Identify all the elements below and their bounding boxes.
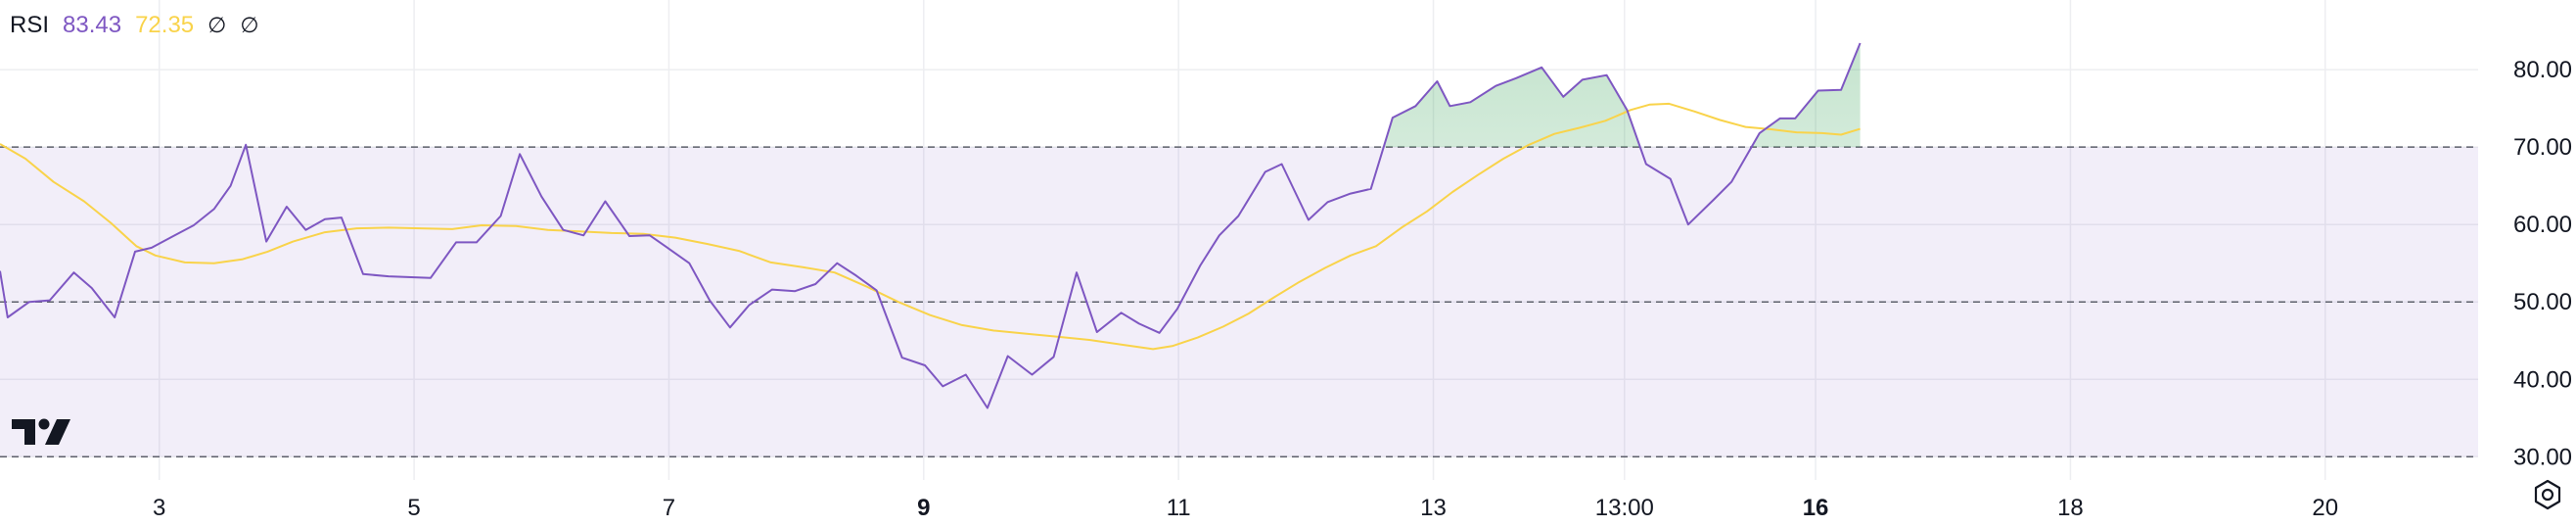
rsi-line <box>0 42 1862 409</box>
y-axis-label: 80.00 <box>2513 57 2572 83</box>
x-axis-label: 7 <box>663 495 675 521</box>
x-axis-label: 13 <box>1420 495 1447 521</box>
tradingview-logo-icon[interactable] <box>12 415 76 454</box>
x-axis-label: 20 <box>2312 495 2338 521</box>
rsi-ma-value: 72.35 <box>135 12 195 38</box>
na-value-1: ∅ <box>207 13 227 37</box>
x-axis-label: 5 <box>407 495 420 521</box>
overbought-fill <box>245 43 1861 148</box>
indicator-name[interactable]: RSI <box>10 12 50 38</box>
rsi-ma-line <box>0 102 1861 351</box>
y-axis-label: 40.00 <box>2513 366 2572 393</box>
y-axis-label: 70.00 <box>2513 134 2572 161</box>
rsi-value: 83.43 <box>63 12 122 38</box>
y-axis-label: 50.00 <box>2513 289 2572 315</box>
x-axis-label: 3 <box>153 495 165 521</box>
x-axis-label: 9 <box>917 495 930 521</box>
y-axis-label: 60.00 <box>2513 212 2572 238</box>
x-axis-label: 13:00 <box>1595 495 1654 521</box>
x-axis-label: 16 <box>1803 495 1829 521</box>
x-axis-label: 18 <box>2057 495 2084 521</box>
y-axis-label: 30.00 <box>2513 444 2572 470</box>
chart-settings-icon[interactable] <box>2531 478 2564 516</box>
x-axis-label: 11 <box>1167 495 1191 521</box>
na-value-2: ∅ <box>240 13 259 37</box>
indicator-legend[interactable]: RSI 83.43 72.35 ∅ ∅ <box>10 12 258 39</box>
